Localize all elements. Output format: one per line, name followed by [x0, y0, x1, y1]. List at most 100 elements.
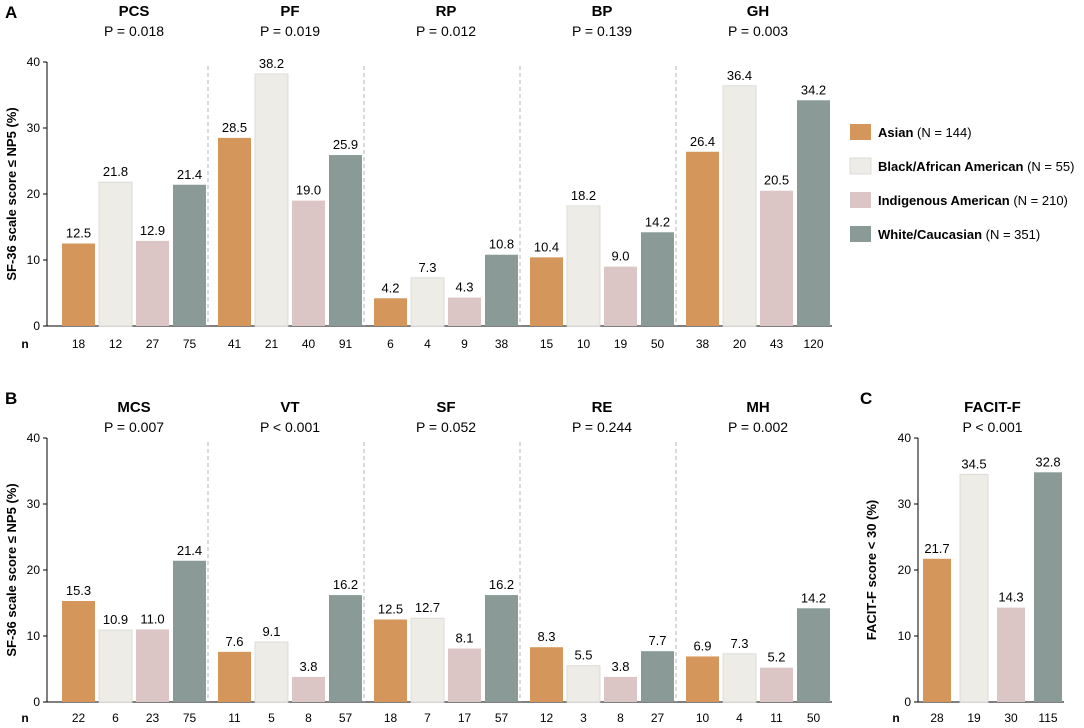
y-axis-label: SF-36 scale score ≤ NP5 (%): [4, 107, 19, 280]
n-value: 7: [424, 711, 431, 725]
data-label: 6.9: [693, 638, 711, 653]
bar-facit-f-black: [959, 473, 989, 703]
n-value: 115: [1038, 711, 1057, 725]
data-label: 12.7: [415, 600, 440, 615]
legend-group-count: (N = 351): [982, 227, 1040, 242]
group-sf: SF P = 0.052 12.5 18 12.7 7 8.1 17 16.2 57: [374, 399, 518, 725]
bar-facit-f-white: [1034, 472, 1062, 702]
legend-group-name: Black/African American: [878, 159, 1024, 174]
n-value: 19: [967, 711, 981, 725]
n-value: 27: [651, 711, 665, 725]
p-value: P = 0.002: [728, 419, 788, 435]
n-value: 38: [495, 337, 509, 351]
n-value: 17: [458, 711, 472, 725]
bar-bp-black: [566, 205, 601, 327]
data-label: 20.5: [764, 173, 789, 188]
n-value: 21: [265, 337, 279, 351]
data-label: 4.3: [455, 280, 473, 295]
data-label: 8.1: [455, 631, 473, 646]
data-label: 19.0: [296, 183, 321, 198]
data-label: 8.3: [537, 629, 555, 644]
panel-b: B 0 10 20 30 40 SF-36 scale score ≤ NP5 (%) n MC…: [4, 389, 832, 725]
n-label: n: [892, 711, 899, 725]
n-value: 6: [112, 711, 119, 725]
bar-facit-f-indigenous: [997, 607, 1025, 702]
bar-mh-white: [797, 608, 830, 702]
bar-pcs-white: [173, 184, 206, 326]
bar-pcs-indigenous: [136, 240, 169, 326]
bar-mh-black: [722, 653, 757, 703]
data-label: 34.2: [801, 82, 826, 97]
n-value: 50: [651, 337, 665, 351]
bar-gh-white: [797, 100, 830, 326]
bar-re-indigenous: [604, 676, 637, 702]
p-value: P = 0.019: [260, 23, 320, 39]
data-label: 7.7: [648, 633, 666, 648]
n-value: 43: [770, 337, 784, 351]
bar-vt-indigenous: [292, 676, 325, 702]
panel-letter: B: [5, 389, 17, 408]
n-value: 3: [580, 711, 587, 725]
data-label: 7.6: [225, 634, 243, 649]
y-tick-label: 40: [898, 431, 912, 445]
y-axis-label: SF-36 scale score ≤ NP5 (%): [4, 483, 19, 656]
group-title: MCS: [117, 399, 150, 416]
bar-gh-asian: [686, 151, 719, 326]
n-value: 57: [339, 711, 353, 725]
n-value: 19: [614, 337, 628, 351]
data-label: 10.8: [489, 237, 514, 252]
n-value: 91: [339, 337, 353, 351]
group-title: GH: [747, 3, 770, 20]
bar-re-asian: [530, 647, 563, 702]
group-gh: GH P = 0.003 26.4 38 36.4 20 20.5 43 34.2 120: [686, 3, 830, 351]
bar-sf-asian: [374, 619, 407, 702]
n-value: 22: [72, 711, 86, 725]
data-label: 4.2: [381, 280, 399, 295]
group-title: RE: [592, 399, 613, 416]
n-value: 10: [696, 711, 710, 725]
panel-letter: A: [5, 3, 17, 22]
group-title: BP: [592, 3, 613, 20]
data-label: 12.9: [140, 223, 165, 238]
data-label: 3.8: [611, 659, 629, 674]
legend-swatch-black: [849, 157, 872, 175]
n-value: 11: [770, 711, 783, 725]
data-label: 21.8: [103, 164, 128, 179]
data-label: 5.2: [767, 650, 785, 665]
legend-group-name: White/Caucasian: [878, 227, 982, 242]
p-value: P = 0.012: [416, 23, 476, 39]
y-tick-label: 30: [27, 121, 41, 135]
n-value: 4: [424, 337, 431, 351]
n-value: 12: [109, 337, 123, 351]
n-value: 5: [268, 711, 275, 725]
data-label: 15.3: [66, 583, 91, 598]
data-label: 9.1: [262, 624, 280, 639]
n-value: 30: [1004, 711, 1018, 725]
legend-group-count: (N = 55): [1023, 159, 1074, 174]
bar-sf-white: [485, 595, 518, 702]
data-label: 14.2: [645, 214, 670, 229]
n-value: 8: [617, 711, 624, 725]
bar-gh-indigenous: [760, 190, 793, 326]
data-label: 28.5: [222, 120, 247, 135]
y-tick-label: 30: [27, 497, 41, 511]
bar-pf-indigenous: [292, 200, 325, 326]
n-value: 23: [146, 711, 160, 725]
p-value: P = 0.244: [572, 419, 632, 435]
p-value: P < 0.001: [962, 419, 1022, 435]
bar-mcs-black: [98, 629, 133, 703]
bar-pcs-black: [98, 181, 133, 327]
y-tick-label: 10: [898, 629, 912, 643]
n-value: 40: [302, 337, 316, 351]
group-title: MH: [746, 399, 769, 416]
y-tick-label: 20: [898, 563, 912, 577]
data-label: 5.5: [574, 648, 592, 663]
data-label: 21.4: [177, 167, 202, 182]
p-value: P = 0.007: [104, 419, 164, 435]
n-value: 57: [495, 711, 509, 725]
y-tick-label: 10: [27, 253, 41, 267]
data-label: 36.4: [727, 68, 752, 83]
legend-group-count: (N = 144): [913, 125, 971, 140]
bar-mcs-asian: [62, 601, 95, 702]
n-value: 28: [930, 711, 944, 725]
